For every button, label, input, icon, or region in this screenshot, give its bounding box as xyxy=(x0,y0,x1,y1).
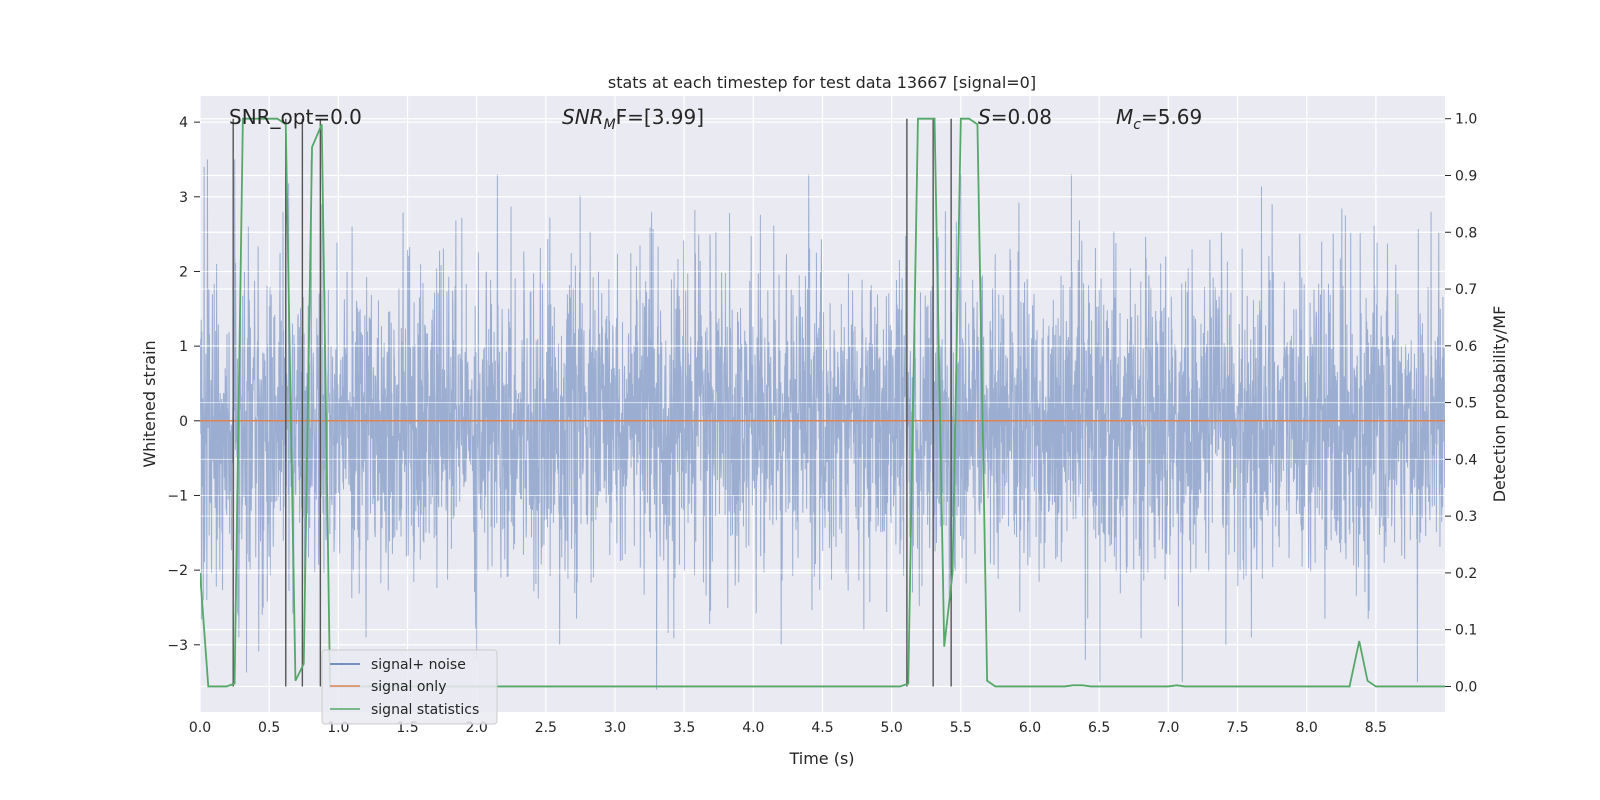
y-tick-label: −1 xyxy=(167,488,188,504)
x-tick-label: 7.5 xyxy=(1226,720,1248,736)
mc-sub: c xyxy=(1133,117,1141,133)
y-tick-label: −3 xyxy=(167,638,188,654)
legend-label-signal-noise: signal+ noise xyxy=(371,657,466,673)
y2-tick-label: 0.0 xyxy=(1455,679,1477,695)
y2-axis-label: Detection probability/MF xyxy=(1490,306,1509,503)
snr-mf-rest: F=[3.99] xyxy=(616,105,704,129)
x-tick-label: 8.0 xyxy=(1296,720,1318,736)
x-tick-label: 4.0 xyxy=(742,720,764,736)
x-tick-label: 2.5 xyxy=(535,720,557,736)
series-signal-noise xyxy=(200,159,1445,690)
y2-axis-ticks: 0.0 0.1 0.2 0.3 0.4 0.5 0.6 0.7 0.8 0.9 1.0 xyxy=(1445,112,1477,695)
annotation-s: S=0.08 xyxy=(978,105,1052,129)
y-tick-label: −2 xyxy=(167,563,188,579)
x-tick-label: 3.0 xyxy=(604,720,626,736)
x-tick-label: 0.0 xyxy=(189,720,211,736)
x-tick-label: 4.5 xyxy=(811,720,833,736)
y2-tick-label: 0.7 xyxy=(1455,282,1477,298)
x-tick-label: 6.0 xyxy=(1019,720,1041,736)
snr-mf-sub: M xyxy=(604,117,616,133)
y-tick-label: 2 xyxy=(179,264,188,280)
x-tick-label: 7.0 xyxy=(1157,720,1179,736)
annotation-mc: Mc=5.69 xyxy=(1116,105,1202,133)
mc-base: M xyxy=(1116,105,1133,129)
x-tick-label: 8.5 xyxy=(1365,720,1387,736)
s-var: S xyxy=(978,105,991,129)
x-tick-label: 5.0 xyxy=(881,720,903,736)
y-axis-ticks: −3 −2 −1 0 1 2 3 4 xyxy=(167,115,200,654)
x-tick-label: 0.5 xyxy=(258,720,280,736)
annotation-snr-mf: SNRMF=[3.99] xyxy=(562,105,704,133)
y2-tick-label: 0.3 xyxy=(1455,509,1477,525)
y2-tick-label: 0.8 xyxy=(1455,225,1477,241)
y-axis-label: Whitened strain xyxy=(140,340,159,467)
legend-label-signal-only: signal only xyxy=(371,679,446,695)
x-axis-label: Time (s) xyxy=(788,749,854,768)
x-tick-label: 3.5 xyxy=(673,720,695,736)
y-tick-label: 3 xyxy=(179,190,188,206)
x-tick-label: 6.5 xyxy=(1088,720,1110,736)
y-tick-label: 1 xyxy=(179,339,188,355)
y2-tick-label: 0.2 xyxy=(1455,566,1477,582)
legend: signal+ noise signal only signal statist… xyxy=(321,649,498,725)
s-rest: =0.08 xyxy=(991,105,1052,129)
y2-tick-label: 1.0 xyxy=(1455,112,1477,128)
y2-tick-label: 0.5 xyxy=(1455,396,1477,412)
y2-tick-label: 0.9 xyxy=(1455,168,1477,184)
signal-noise-line xyxy=(200,159,1445,690)
marker-lines xyxy=(232,118,952,687)
annotation-snr-opt: SNR_opt=0.0 xyxy=(229,105,362,129)
legend-label-signal-statistics: signal statistics xyxy=(371,702,479,718)
snr-mf-base: SNR xyxy=(562,105,604,129)
x-tick-label: 5.5 xyxy=(950,720,972,736)
y2-tick-label: 0.4 xyxy=(1455,452,1477,468)
y2-tick-label: 0.1 xyxy=(1455,623,1477,639)
mc-rest: =5.69 xyxy=(1141,105,1202,129)
legend-box xyxy=(321,649,498,725)
y2-tick-label: 0.6 xyxy=(1455,339,1477,355)
y-tick-label: 0 xyxy=(179,414,188,430)
chart-title: stats at each timestep for test data 136… xyxy=(608,73,1036,92)
y-tick-label: 4 xyxy=(179,115,188,131)
